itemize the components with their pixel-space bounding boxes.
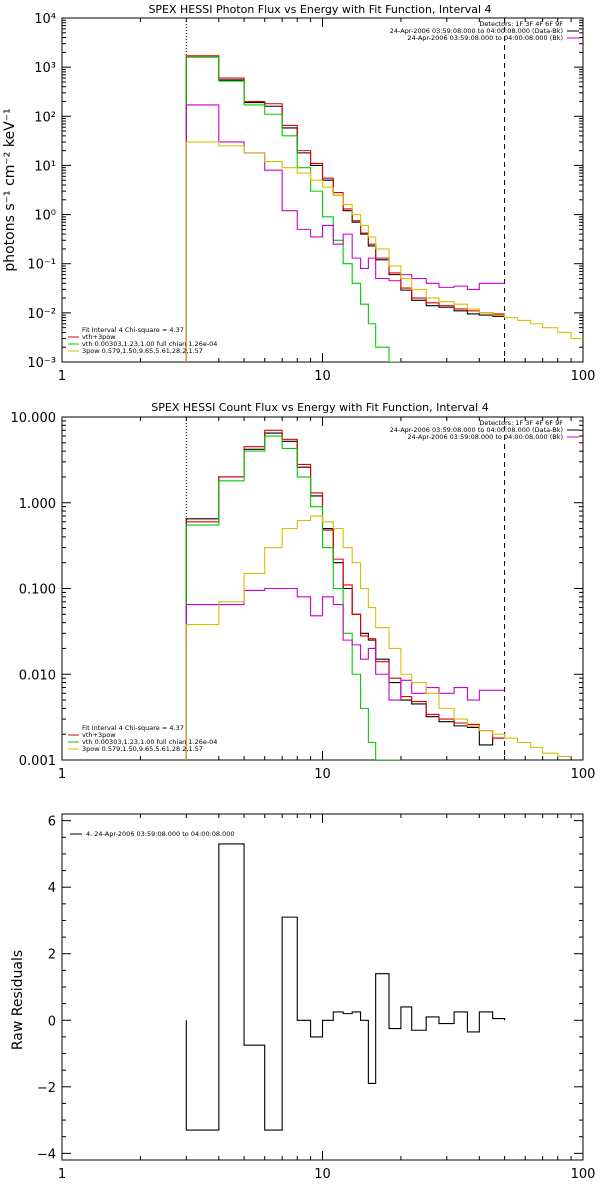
plot-area: 1 10 100 −4 −2 0 2 4 6 4. 24-Apr-2006 03:59:08.00…	[37, 813, 596, 1182]
legend-text: Fit Interval 4 Chi-square = 4.37	[82, 326, 184, 334]
legend-text: 3pow 0.579,1.50,9.65,5.61,28.2,1.57	[82, 745, 203, 753]
y-tick-label: 6	[48, 815, 56, 830]
y-tick-label: 10⁻²	[27, 307, 56, 322]
legend-text: vth 0.00303,1.23,1.00 full chian 1.26e-0…	[82, 340, 217, 348]
plot-area: 1 10 100 0.001 0.010 0.100 1.000 10.000 Detector…	[11, 411, 596, 782]
series-vth-3pow	[185, 55, 505, 362]
y-tick-label: 10⁴	[34, 12, 56, 27]
y-tick-label: 10¹	[34, 159, 56, 174]
count-flux-panel: SPEX HESSI Count Flux vs Energy with Fit…	[11, 401, 596, 782]
legend-text: vth 0.00303,1.23,1.00 full chian 1.26e-0…	[82, 738, 217, 746]
panel-title: SPEX HESSI Photon Flux vs Energy with Fi…	[148, 3, 491, 16]
y-tick-label: 10⁻³	[27, 356, 56, 371]
series-vth-3pow	[185, 429, 505, 760]
legend-text: 24-Apr-2006 03:59:08.000 to 04:00:08.000…	[407, 34, 563, 42]
legend-text: 24-Apr-2006 03:59:08.000 to 04:00:08.000…	[407, 433, 563, 441]
y-tick-label: 0.001	[19, 754, 56, 769]
legend-text: 4. 24-Apr-2006 03:59:08.000 to 04:00:08.…	[86, 830, 235, 838]
legend-text: vth+3pow	[82, 333, 116, 341]
photon-flux-panel: SPEX HESSI Photon Flux vs Energy with Fi…	[2, 3, 595, 384]
series--data-bk-	[185, 56, 505, 362]
legend-text: 3pow 0.579,1.50,9.65,5.61,28.2,1.57	[82, 347, 203, 355]
x-tick-label: 10	[314, 767, 331, 782]
y-tick-label: 1.000	[19, 497, 56, 512]
x-tick-label: 1	[58, 369, 66, 384]
x-tick-label: 100	[571, 369, 596, 384]
series--bk-	[185, 587, 505, 760]
series-residuals	[185, 843, 506, 1131]
x-tick-label: 100	[571, 767, 596, 782]
y-tick-label: 2	[48, 948, 56, 963]
residuals-panel: Raw Residuals 1 10 100 −4 −2 0 2 4 6 4. 24-Apr-20…	[10, 813, 596, 1182]
series--bk-	[185, 104, 505, 362]
series-3pow	[185, 141, 583, 362]
legend-text: 24-Apr-2006 03:59:08.000 to 04:00:08.000…	[390, 426, 563, 434]
legend-text: Detectors: 1F 3F 4F 6F 9F	[479, 20, 563, 28]
y-tick-label: 10⁻¹	[27, 258, 56, 273]
y-axis-label: photons s⁻¹ cm⁻² keV⁻¹	[2, 108, 18, 271]
legend-text: 24-Apr-2006 03:59:08.000 to 04:00:08.000…	[390, 27, 563, 35]
series-vth	[185, 56, 401, 362]
x-tick-label: 1	[58, 767, 66, 782]
x-tick-label: 100	[571, 1167, 596, 1182]
x-tick-label: 1	[58, 1167, 66, 1182]
series--data-bk-	[185, 432, 505, 760]
y-tick-label: 0	[48, 1014, 56, 1029]
series-vth	[185, 435, 401, 760]
y-tick-label: −4	[37, 1147, 56, 1162]
legend-text: Fit Interval 4 Chi-square = 4.37	[82, 724, 184, 732]
x-tick-label: 10	[314, 369, 331, 384]
y-tick-label: 10³	[34, 61, 56, 76]
x-tick-label: 10	[314, 1167, 331, 1182]
plot-area: 1 10 100 10⁻³ 10⁻² 10⁻¹ 10⁰ 10¹ 10² 10³ 10⁴ Detecto…	[27, 12, 595, 384]
legend-text: Detectors: 1F 3F 4F 6F 9F	[479, 419, 563, 427]
y-tick-label: 10.000	[11, 411, 57, 426]
y-tick-label: 4	[48, 881, 56, 896]
series-3pow	[185, 515, 572, 760]
y-tick-label: −2	[37, 1081, 56, 1096]
y-tick-label: 10²	[34, 110, 56, 125]
y-tick-label: 0.100	[19, 583, 56, 598]
legend-text: vth+3pow	[82, 731, 116, 739]
y-tick-label: 0.010	[19, 668, 56, 683]
y-axis-label: Raw Residuals	[10, 950, 26, 1050]
axes-frame	[61, 813, 584, 1161]
y-tick-label: 10⁰	[34, 209, 56, 224]
panel-title: SPEX HESSI Count Flux vs Energy with Fit…	[151, 401, 488, 414]
